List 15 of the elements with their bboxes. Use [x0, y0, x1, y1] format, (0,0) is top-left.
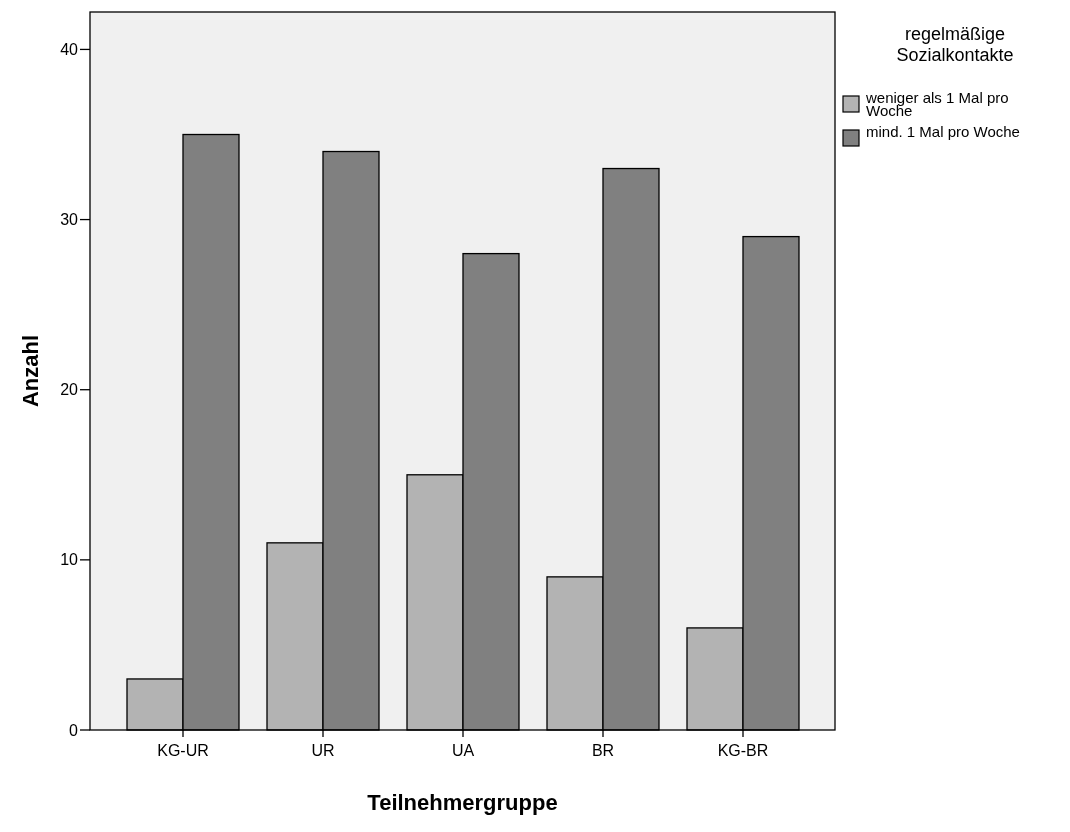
y-tick-label: 30 [60, 211, 79, 229]
y-tick-label: 10 [60, 551, 79, 569]
x-tick-label: KG-UR [157, 742, 209, 759]
x-tick-label: BR [591, 742, 615, 759]
y-tick-label: 0 [69, 721, 79, 739]
x-tick-label: KG-BR [717, 742, 769, 759]
y-tick-label: 40 [60, 41, 79, 59]
y-axis-title: Anzahl [18, 334, 43, 408]
x-tick-label: UR [311, 742, 335, 759]
legend-label: mind. 1 Mal pro Woche [866, 123, 1020, 140]
legend-title: regelmäßige Sozialkontakte [896, 24, 1014, 65]
x-axis-title: Teilnehmergruppe [367, 790, 558, 815]
legend-label: weniger als 1 Mal pro Woche [865, 89, 1009, 119]
y-tick-label: 20 [60, 381, 79, 399]
x-tick-label: UA [451, 742, 475, 759]
